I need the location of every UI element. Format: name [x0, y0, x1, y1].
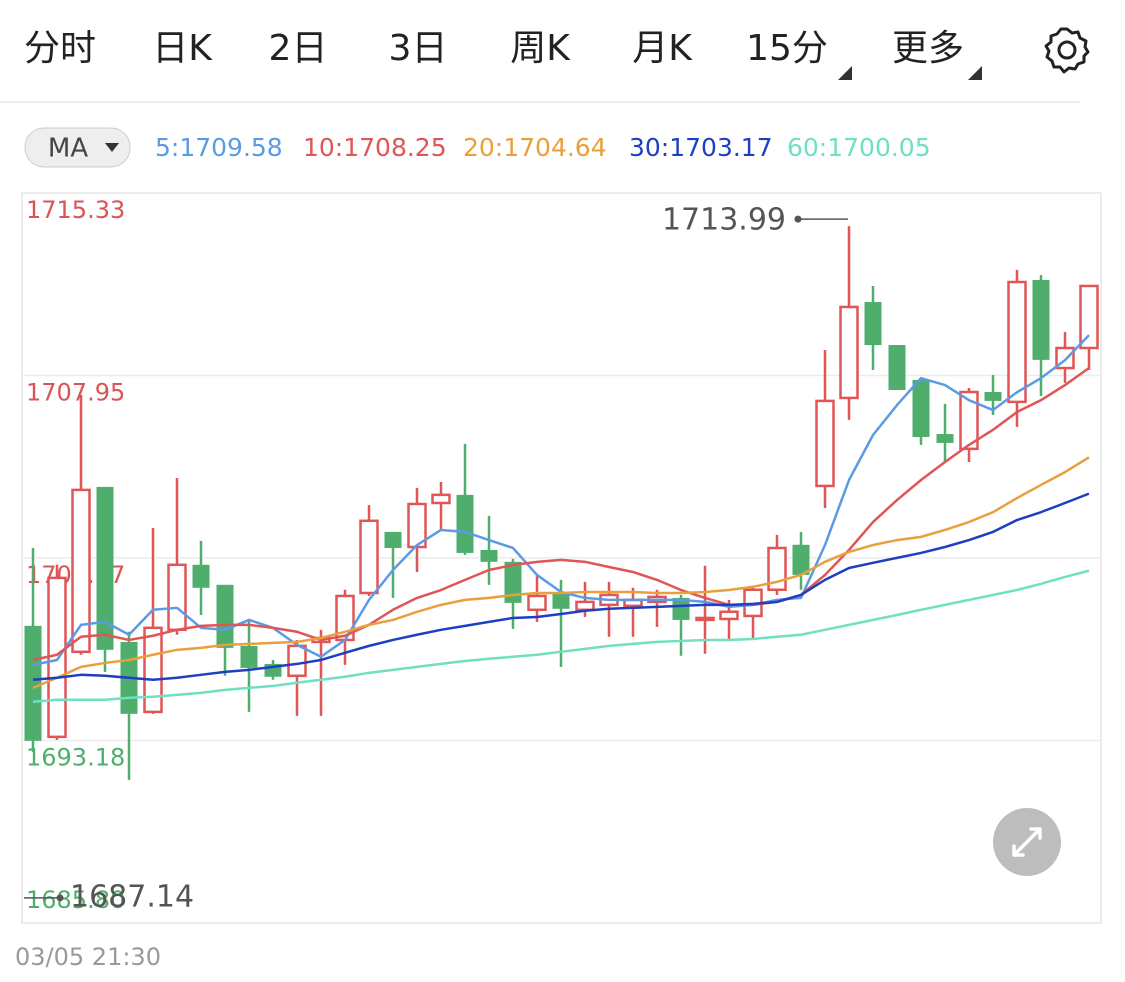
tab[interactable]: 更多 [892, 28, 964, 69]
tab[interactable]: 2日 [269, 28, 328, 69]
legend-entry: 30:1703.17 [629, 133, 773, 162]
candle-body [959, 390, 979, 451]
candle-body [695, 616, 715, 622]
candle-body [552, 593, 570, 609]
candle-body [192, 564, 210, 588]
tab[interactable]: 15分 [746, 28, 828, 69]
candle-body [912, 379, 930, 437]
candle-body [407, 502, 427, 549]
candle-body [792, 544, 810, 575]
candle-body [672, 597, 690, 620]
candle-body [1032, 280, 1050, 360]
ma-line [32, 569, 1090, 703]
y-tick-label: 1693.18 [26, 744, 125, 772]
candle-body [815, 399, 835, 488]
tab[interactable]: 分时 [24, 28, 96, 69]
candle-body [96, 486, 114, 650]
candle-body [71, 488, 91, 654]
candle-body [24, 625, 42, 741]
settings-icon[interactable] [1044, 27, 1090, 74]
candle-body [936, 434, 954, 443]
candle-body [167, 563, 187, 632]
min-dot [56, 894, 64, 902]
max-annotation: 1713.99 [662, 203, 786, 238]
ma-button-label: MA [48, 134, 88, 164]
tab[interactable]: 日K [152, 28, 213, 69]
legend-entry: 60:1700.05 [787, 133, 931, 162]
dropdown-corner [838, 66, 852, 80]
y-tick-label: 1685.80 [26, 886, 125, 914]
candle-body [864, 302, 882, 346]
candle-body [984, 392, 1002, 401]
dropdown-corner [968, 66, 982, 80]
legend-entry: 20:1704.64 [463, 133, 607, 162]
ma-line [32, 456, 1090, 690]
candle-body [384, 531, 402, 548]
candle-body [527, 594, 547, 612]
candle-body [143, 626, 163, 714]
min-annotation: 1687.14 [70, 879, 194, 914]
candle-body [1007, 280, 1027, 404]
candle-body [719, 610, 739, 621]
candle-body [431, 493, 451, 505]
tab[interactable]: 周K [510, 28, 571, 69]
candle-body [480, 549, 498, 562]
expand-arrows [1012, 827, 1042, 857]
tab[interactable]: 月K [632, 28, 693, 69]
candle-body [888, 345, 906, 391]
candle-body [1079, 284, 1099, 350]
candle-body [216, 584, 234, 648]
plot: 1715.331707.951700.571693.181685.801713.… [22, 196, 1101, 914]
ma-button[interactable] [24, 127, 131, 168]
ma-line [32, 492, 1090, 681]
candle-body [240, 645, 258, 668]
ma-line [32, 367, 1090, 662]
candle-body [839, 305, 859, 400]
y-tick-label: 1715.33 [26, 196, 125, 224]
legend-entry: 10:1708.25 [303, 133, 447, 162]
candle-body [287, 644, 307, 678]
y-tick-label: 1707.95 [26, 378, 125, 406]
candle-body [359, 519, 379, 595]
candle-body [575, 600, 595, 612]
legend-entry: 5:1709.58 [155, 133, 283, 162]
candle-body [767, 546, 787, 592]
tab[interactable]: 3日 [389, 28, 448, 69]
max-dot [794, 215, 802, 223]
candle-body [47, 576, 67, 739]
x-tick-label: 03/05 21:30 [15, 943, 161, 971]
candle-body [504, 561, 522, 603]
candle-body [456, 494, 474, 553]
tab-bar: 分时 日K 2日 3日 周K 月K 15分 更多 [24, 27, 1090, 80]
ma-caret [105, 143, 119, 152]
expand-button[interactable] [993, 808, 1061, 876]
ma-selector[interactable]: MA [24, 127, 131, 168]
